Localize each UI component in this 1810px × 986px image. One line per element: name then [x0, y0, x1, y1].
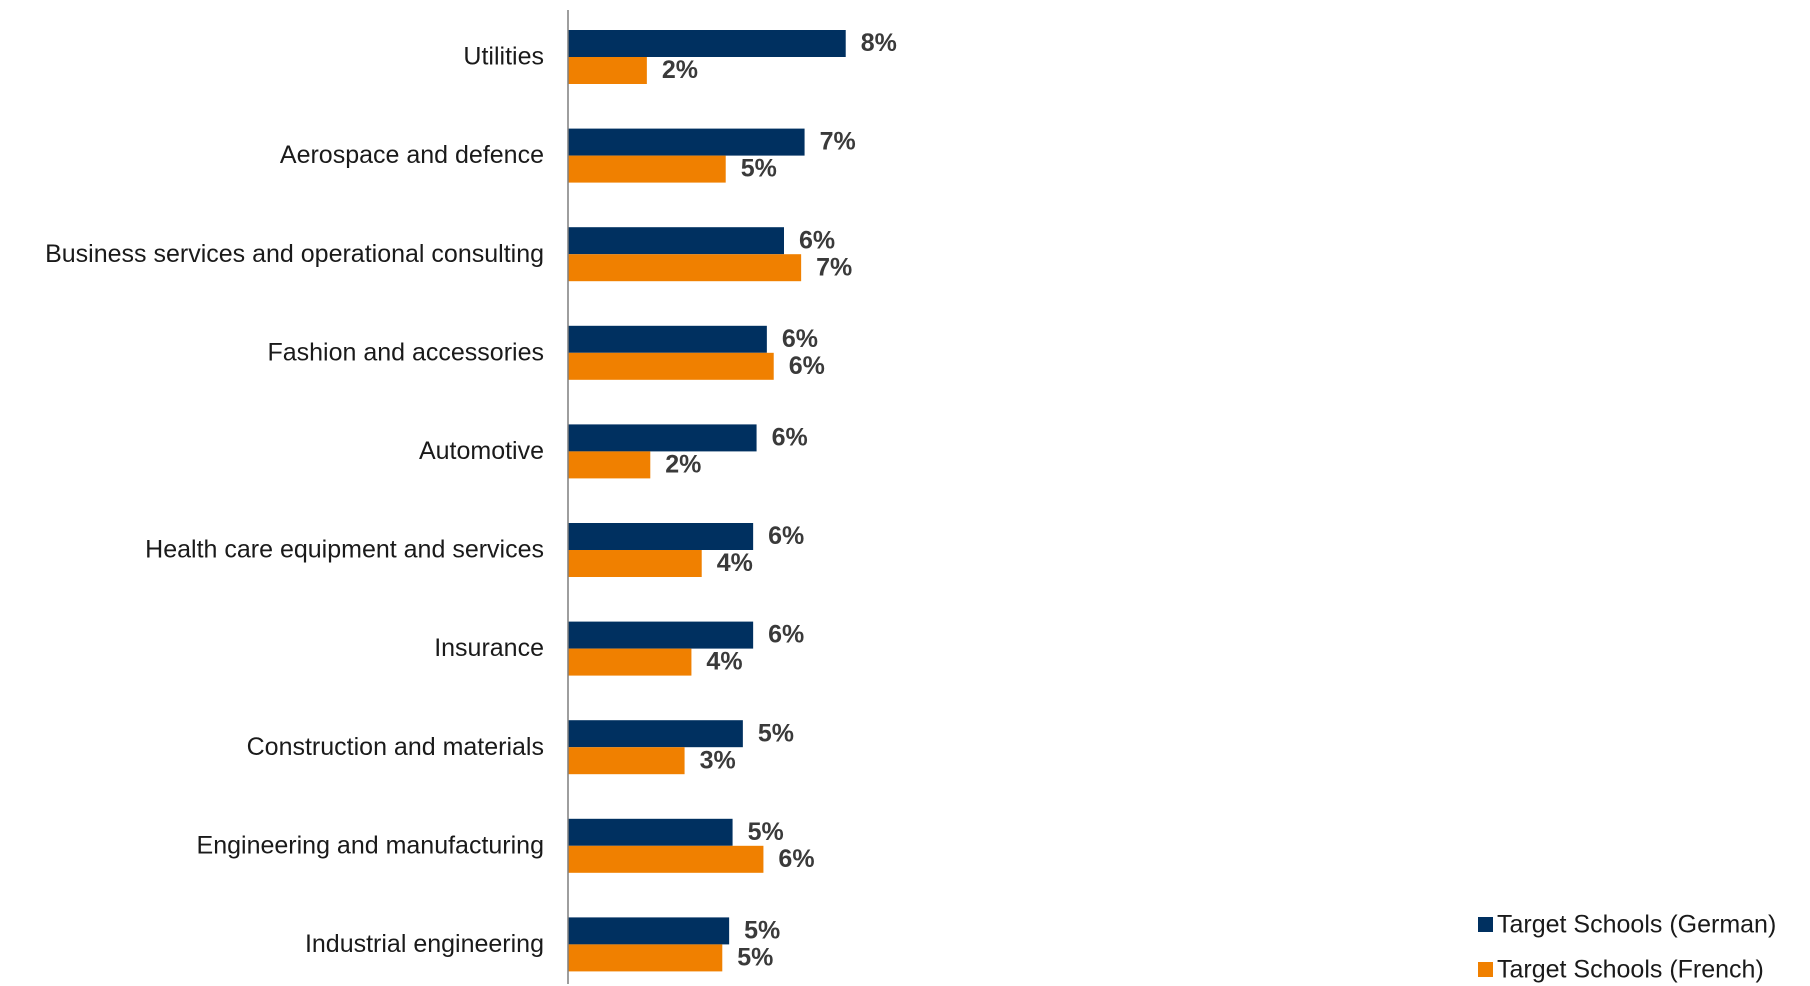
- value-label: 2%: [662, 56, 698, 84]
- bar-french: [568, 747, 685, 775]
- category-label: Fashion and accessories: [267, 338, 544, 366]
- bars: [568, 30, 846, 972]
- value-label: 6%: [768, 522, 804, 550]
- legend-swatch-german: [1478, 917, 1493, 932]
- bar-french: [568, 352, 774, 380]
- bar-german: [568, 128, 805, 156]
- bar-german: [568, 424, 757, 452]
- value-label: 4%: [717, 549, 753, 577]
- bar-german: [568, 227, 784, 255]
- value-label: 6%: [782, 325, 818, 353]
- value-label: 8%: [861, 29, 897, 57]
- legend-swatch-french: [1478, 962, 1493, 977]
- bar-german: [568, 917, 730, 945]
- category-label: Automotive: [419, 437, 544, 465]
- legend: Target Schools (German) Target Schools (F…: [1478, 911, 1776, 984]
- value-label: 5%: [741, 155, 777, 183]
- bar-german: [568, 818, 733, 846]
- value-label: 4%: [706, 648, 742, 676]
- bar-french: [568, 57, 647, 84]
- value-label: 3%: [700, 746, 736, 774]
- value-label: 6%: [768, 621, 804, 649]
- category-label: Health care equipment and services: [145, 536, 544, 564]
- value-label: 6%: [772, 424, 808, 452]
- value-label: 7%: [816, 253, 852, 281]
- legend-label-french: Target Schools (French): [1497, 956, 1764, 984]
- value-labels: 8%2%7%5%6%7%6%6%6%2%6%4%6%4%5%3%5%6%5%5%: [662, 29, 897, 971]
- bar-german: [568, 720, 743, 748]
- value-label: 5%: [737, 944, 773, 972]
- bar-german: [568, 30, 846, 57]
- bar-french: [568, 550, 702, 577]
- bar-german: [568, 621, 754, 649]
- value-label: 5%: [744, 917, 780, 945]
- value-label: 6%: [789, 352, 825, 380]
- bar-french: [568, 155, 726, 183]
- category-label: Aerospace and defence: [280, 141, 544, 169]
- bar-german: [568, 325, 767, 353]
- value-label: 7%: [820, 128, 856, 156]
- value-label: 2%: [665, 451, 701, 479]
- value-label: 5%: [758, 719, 794, 747]
- category-label: Industrial engineering: [305, 930, 544, 958]
- category-label: Utilities: [463, 43, 544, 71]
- bar-french: [568, 648, 692, 676]
- category-label: Construction and materials: [247, 733, 544, 761]
- category-label: Engineering and manufacturing: [197, 831, 544, 859]
- value-label: 5%: [748, 818, 784, 846]
- bar-german: [568, 523, 754, 550]
- value-label: 6%: [778, 845, 814, 873]
- legend-label-german: Target Schools (German): [1497, 911, 1776, 939]
- category-label: Business services and operational consul…: [45, 240, 544, 268]
- category-labels: Utilities Aerospace and defence Business s…: [45, 43, 544, 958]
- bar-french: [568, 254, 802, 282]
- bar-french: [568, 944, 723, 972]
- bar-french: [568, 451, 651, 479]
- value-label: 6%: [799, 226, 835, 254]
- bar-french: [568, 845, 764, 873]
- category-label: Insurance: [434, 634, 544, 662]
